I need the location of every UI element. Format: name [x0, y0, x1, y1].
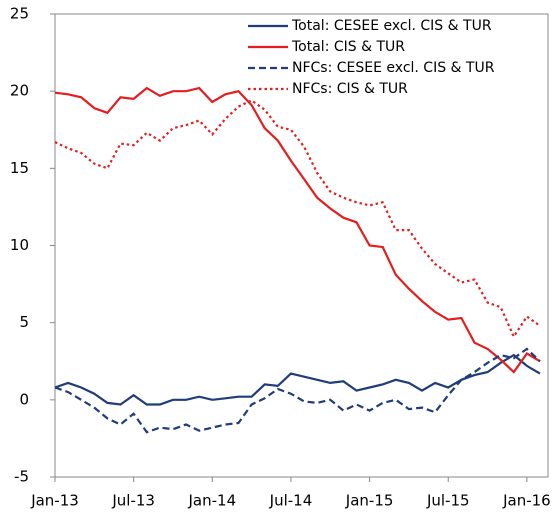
y-tick-label: -5: [14, 468, 29, 486]
x-tick-label: Jan-16: [502, 492, 551, 510]
x-tick-label: Jan-14: [187, 492, 236, 510]
legend-label: NFCs: CESEE excl. CIS & TUR: [292, 60, 495, 76]
series-line: [54, 353, 541, 406]
y-tick-label: 15: [10, 159, 29, 177]
legend-label: Total: CESEE excl. CIS & TUR: [291, 18, 492, 34]
x-tick-label: Jul-14: [269, 492, 313, 510]
y-tick-label: 0: [19, 390, 29, 408]
y-tick-label: 5: [19, 313, 29, 331]
legend-label: Total: CIS & TUR: [291, 39, 405, 55]
x-tick-label: Jan-13: [30, 492, 79, 510]
x-tick-label: Jul-15: [426, 492, 470, 510]
x-tick-label: Jan-15: [345, 492, 394, 510]
x-tick-label: Jul-13: [111, 492, 155, 510]
series-line: [54, 86, 541, 374]
y-tick-label: 25: [10, 5, 29, 23]
series-line: [54, 99, 541, 339]
legend-label: NFCs: CIS & TUR: [292, 81, 408, 97]
series-line: [54, 347, 541, 434]
y-tick-label: 20: [10, 82, 29, 100]
y-tick-label: 10: [10, 236, 29, 254]
